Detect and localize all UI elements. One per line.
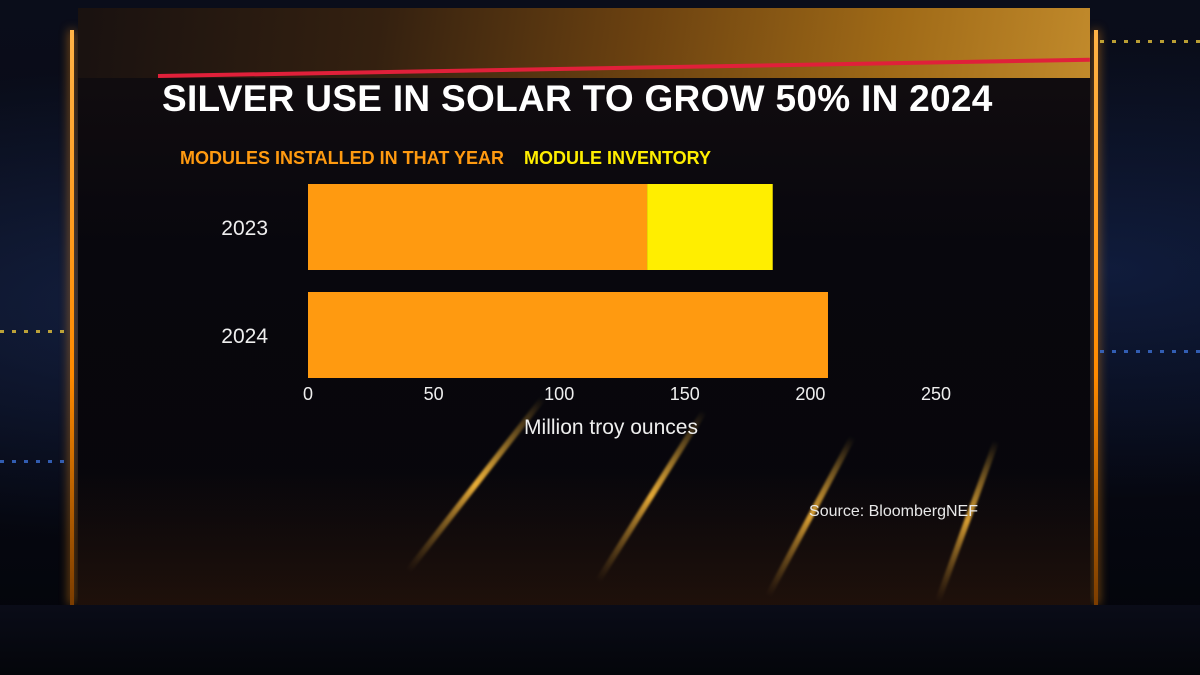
right-frame-light <box>1094 30 1098 605</box>
display-screen: SILVER USE IN SOLAR TO GROW 50% IN 2024 … <box>78 8 1090 608</box>
x-tick-label: 150 <box>670 384 700 404</box>
x-tick-label: 250 <box>921 384 951 404</box>
screen-floor-glow <box>78 468 1090 608</box>
x-tick-label: 50 <box>424 384 444 404</box>
bar-chart: 2023 2024 0 50 100 150 200 250 Million troy ounc… <box>221 184 951 439</box>
legend-inventory: MODULE INVENTORY <box>524 148 712 168</box>
right-dot-lights <box>1100 40 1200 43</box>
right-dot-lights-blue <box>1100 350 1200 353</box>
category-label-2023: 2023 <box>221 217 268 240</box>
stage-floor <box>0 605 1200 675</box>
bar-2023-installed <box>308 184 648 270</box>
x-axis-label: Million troy ounces <box>524 416 698 439</box>
x-tick-label: 200 <box>795 384 825 404</box>
source-note: Source: BloombergNEF <box>809 503 978 520</box>
x-tick-label: 100 <box>544 384 574 404</box>
bar-2024-installed <box>308 292 828 378</box>
legend-installed: MODULES INSTALLED IN THAT YEAR <box>180 148 504 168</box>
chart-title: SILVER USE IN SOLAR TO GROW 50% IN 2024 <box>162 78 993 119</box>
category-label-2024: 2024 <box>221 325 268 348</box>
bar-2023-inventory <box>647 184 773 270</box>
left-frame-light <box>70 30 74 605</box>
left-dot-lights <box>0 330 70 333</box>
left-dot-lights-blue <box>0 460 70 463</box>
x-tick-label: 0 <box>303 384 313 404</box>
